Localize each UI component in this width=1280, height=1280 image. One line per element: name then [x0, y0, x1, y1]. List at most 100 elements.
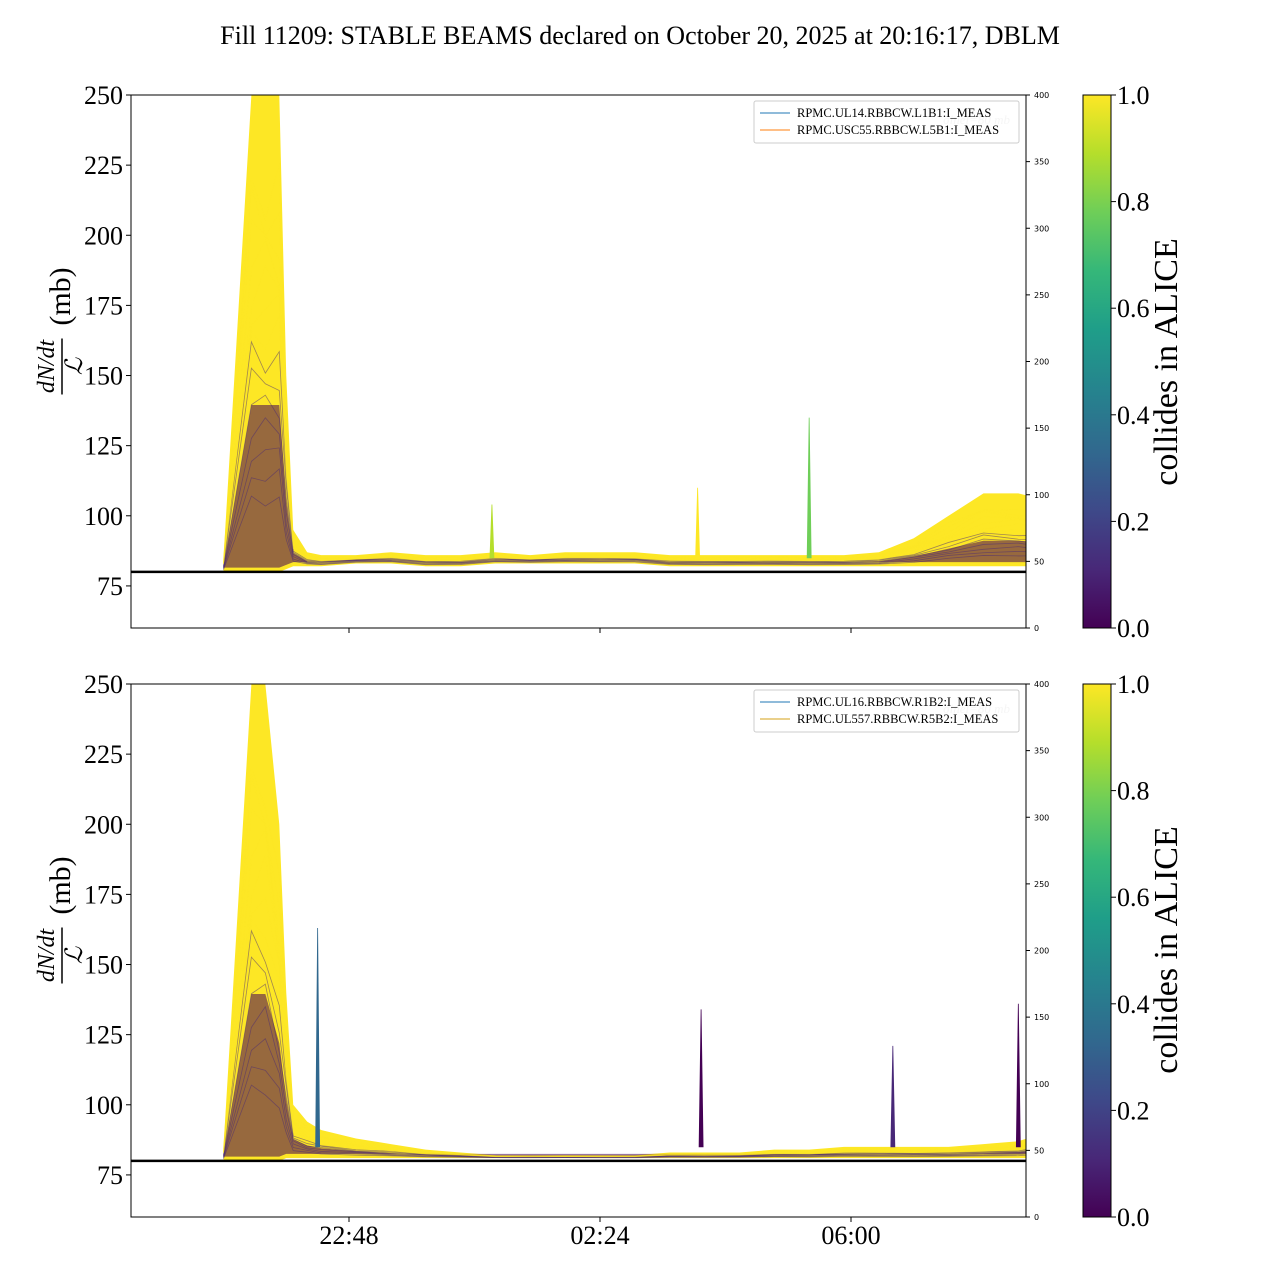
- y-tick-label: 150: [84, 951, 123, 980]
- colorbar-tick-label: 0.8: [1117, 188, 1150, 217]
- right-tick-label: 400: [1034, 680, 1049, 689]
- spike-mark: [489, 504, 495, 559]
- bottom-colorbar: collides in ALICE 0.0 0.2 0.4 0.6 0.8 1.0: [1082, 670, 1185, 1232]
- y-label-unit: (mb): [44, 267, 77, 325]
- series-trace-line: [223, 468, 1026, 570]
- series-trace-line: [223, 919, 1026, 1158]
- series-low-collision-band: [223, 404, 1026, 568]
- legend-entry: RPMC.UL14.RBBCW.L1B1:I_MEAS: [797, 106, 991, 120]
- legend-entry: RPMC.UL557.RBBCW.R5B2:I_MEAS: [797, 712, 998, 726]
- right-tick-label: 150: [1034, 1013, 1049, 1022]
- spike-mark: [806, 417, 812, 559]
- bottom-panel: 75 100 125 150 175 200 225 250 0 50 100 150 200 250 30…: [34, 670, 1059, 1250]
- legend-entry: RPMC.USC55.RBBCW.L5B1:I_MEAS: [797, 123, 999, 137]
- colorbar-tick-label: 0.4: [1117, 990, 1150, 1019]
- top-colorbar: collides in ALICE 0.0 0.2 0.4 0.6 0.8 1.0: [1082, 81, 1185, 643]
- right-tick-label: 100: [1034, 491, 1049, 500]
- plot-area: [223, 684, 1059, 1161]
- series-trace-line: [223, 238, 1026, 564]
- y-label-numerator: dN/dt: [34, 927, 60, 982]
- right-tick-label: 350: [1034, 747, 1049, 756]
- y-tick-label: 225: [84, 740, 123, 769]
- series-envelope-area: [223, 95, 1026, 572]
- y-tick-label: 125: [84, 432, 123, 461]
- y-label-denominator: ℒ: [62, 946, 88, 964]
- right-tick-label: 250: [1034, 291, 1049, 300]
- y-tick-label: 250: [84, 670, 123, 699]
- spike-mark: [1055, 1043, 1059, 1147]
- right-tick-label: 0: [1034, 624, 1039, 633]
- plot-area: [223, 95, 1041, 572]
- x-tick-label: 02:24: [570, 1221, 629, 1250]
- series-trace-line: [223, 163, 1026, 561]
- series-trace-line: [223, 956, 1026, 1158]
- y-tick-label: 175: [84, 291, 123, 320]
- y-tick-label: 100: [84, 1091, 123, 1120]
- y-label-numerator: dN/dt: [34, 338, 60, 393]
- colorbar-tick-label: 1.0: [1117, 81, 1150, 110]
- series-trace-line: [223, 827, 1026, 1157]
- right-tick-label: 300: [1034, 813, 1049, 822]
- spike-mark: [890, 1045, 896, 1148]
- colorbar-tick-label: 0.0: [1117, 1203, 1150, 1232]
- colorbar-tick-label: 0.0: [1117, 614, 1150, 643]
- series-trace-line: [223, 417, 1026, 568]
- spike-mark: [695, 487, 701, 559]
- right-tick-label: 0: [1034, 1213, 1039, 1222]
- legend-box: [753, 100, 1020, 144]
- colorbar-tick-label: 0.2: [1117, 1096, 1150, 1125]
- series-low-collision-band: [223, 993, 1026, 1158]
- spike-mark: [1029, 227, 1033, 558]
- y-tick-label: 150: [84, 362, 123, 391]
- chart-title: Fill 11209: STABLE BEAMS declared on Oct…: [220, 21, 1060, 50]
- legend: RPMC.UL16.RBBCW.R1B2:I_MEAS RPMC.UL557.RB…: [753, 689, 1020, 733]
- x-tick-label: 06:00: [821, 1221, 880, 1250]
- spike-mark: [1037, 390, 1041, 558]
- spike-mark: [698, 1009, 704, 1148]
- colorbar-tick-label: 0.6: [1117, 883, 1150, 912]
- series-trace-line: [223, 185, 1026, 562]
- y-axis-label: dN/dt ℒ (mb): [34, 856, 88, 984]
- series-trace-line: [223, 447, 1026, 569]
- y-tick-label: 200: [84, 221, 123, 250]
- spike-mark: [1015, 1003, 1021, 1148]
- colorbar-label: collides in ALICE: [1148, 826, 1185, 1073]
- series-trace-line: [223, 219, 1026, 563]
- y-tick-label: 250: [84, 81, 123, 110]
- series-trace-line: [223, 1005, 1026, 1158]
- legend: RPMC.UL14.RBBCW.L1B1:I_MEAS RPMC.USC55.RB…: [753, 100, 1020, 144]
- colorbar-tick-label: 0.8: [1117, 777, 1150, 806]
- series-trace-line: [223, 854, 1026, 1157]
- series-trace-line: [223, 767, 1026, 1157]
- y-tick-label: 75: [97, 1161, 123, 1190]
- series-trace-line: [223, 897, 1026, 1158]
- legend-box: [753, 689, 1020, 733]
- colorbar-tick-label: 1.0: [1117, 670, 1150, 699]
- top-panel: 75 100 125 150 175 200 225 250 0 50 100 150 200 250 30…: [34, 81, 1049, 633]
- y-label-unit: (mb): [44, 856, 77, 914]
- colorbar-gradient: [1082, 683, 1112, 1218]
- colorbar-tick-label: 0.2: [1117, 507, 1150, 536]
- y-tick-label: 100: [84, 502, 123, 531]
- right-tick-label: 400: [1034, 91, 1049, 100]
- y-tick-label: 200: [84, 810, 123, 839]
- colorbar-label: collides in ALICE: [1148, 238, 1185, 485]
- colorbar-gradient: [1082, 94, 1112, 629]
- y-tick-label: 75: [97, 572, 123, 601]
- right-tick-label: 200: [1034, 947, 1049, 956]
- y-tick-label: 225: [84, 151, 123, 180]
- right-tick-label: 50: [1034, 557, 1044, 566]
- series-envelope-area: [223, 684, 1026, 1161]
- series-trace-line: [223, 774, 1026, 1157]
- series-trace-line: [223, 808, 1026, 1157]
- spike-mark: [315, 928, 321, 1148]
- colorbar-tick-label: 0.6: [1117, 294, 1150, 323]
- right-tick-label: 100: [1034, 1080, 1049, 1089]
- y-axis-label: dN/dt ℒ (mb): [34, 267, 88, 395]
- right-tick-label: 300: [1034, 224, 1049, 233]
- series-trace-line: [223, 929, 1026, 1158]
- legend-entry: RPMC.UL16.RBBCW.R1B2:I_MEAS: [797, 695, 992, 709]
- right-tick-label: 200: [1034, 358, 1049, 367]
- series-trace-line: [223, 983, 1026, 1158]
